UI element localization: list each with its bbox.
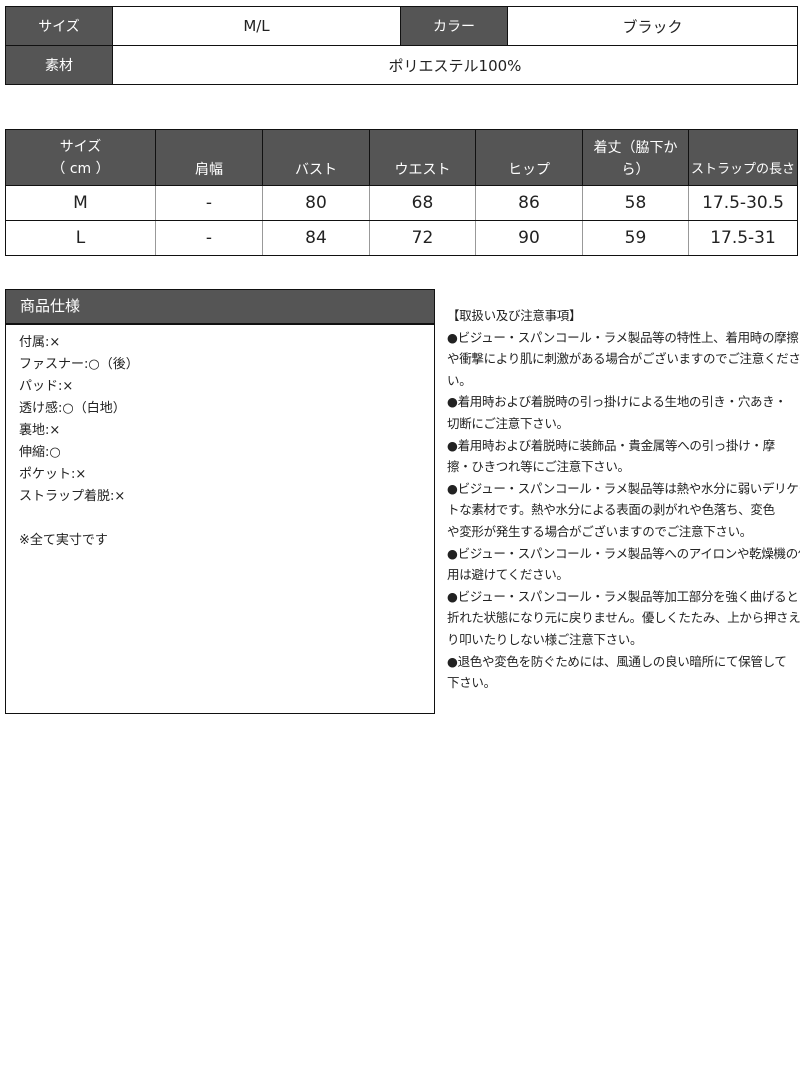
size-header: 着丈（脇下か ら） xyxy=(582,129,689,186)
size-cell: 17.5-30.5 xyxy=(688,185,798,221)
note-line: 折れた状態になり元に戻りません。優しくたたみ、上から押さえた xyxy=(447,610,800,626)
note-line: ●着用時および着脱時に装飾品・貴金属等への引っ掛け・摩 xyxy=(447,437,775,453)
material-value: ポリエステル100% xyxy=(112,45,798,85)
size-header: バスト xyxy=(262,129,370,186)
note-line: ●ビジュー・スパンコール・ラメ製品等は熱や水分に弱いデリケー xyxy=(447,480,800,496)
size-cell: 17.5-31 xyxy=(688,220,798,256)
note-line: 下さい。 xyxy=(447,675,496,691)
product-spec-box: 商品仕様 付属:× ファスナー:○（後） パッド:× 透け感:○（白地） 裏地:× 伸縮:… xyxy=(5,289,435,714)
size-cell: 59 xyxy=(582,220,689,256)
spec-item: ストラップ着脱:× xyxy=(19,489,126,504)
note-line: ●ビジュー・スパンコール・ラメ製品等へのアイロンや乾燥機の使 xyxy=(447,545,800,561)
note-line: 切断にご注意下さい。 xyxy=(447,415,569,431)
size-label: サイズ xyxy=(5,6,113,46)
size-header: ストラップの長さ xyxy=(688,129,798,186)
spec-title: 商品仕様 xyxy=(6,290,434,325)
spec-list: 付属:× ファスナー:○（後） パッド:× 透け感:○（白地） 裏地:× 伸縮:○ ポケット… xyxy=(6,325,434,552)
note-line: ●退色や変色を防ぐためには、風通しの良い暗所にて保管して xyxy=(447,653,787,669)
size-cell: 68 xyxy=(369,185,476,221)
note-line: 擦・ひきつれ等にご注意下さい。 xyxy=(447,459,630,475)
spec-item: 裏地:× xyxy=(19,423,61,438)
size-cell: 86 xyxy=(475,185,583,221)
size-cell: 90 xyxy=(475,220,583,256)
spec-item: パッド:× xyxy=(19,379,74,394)
size-header: ウエスト xyxy=(369,129,476,186)
size-header: 肩幅 xyxy=(155,129,263,186)
spec-item: 付属:× xyxy=(19,335,61,350)
note-line: い。 xyxy=(447,372,472,388)
size-row: M -80 68 86 58 17.5-30.5 xyxy=(5,185,798,221)
note-line: や変形が発生する場合がございますのでご注意下さい。 xyxy=(447,523,753,539)
color-value: ブラック xyxy=(507,6,798,46)
spec-item: ポケット:× xyxy=(19,467,87,482)
size-header: ヒップ xyxy=(475,129,583,186)
color-label: カラー xyxy=(400,6,508,46)
note-line: や衝撃により肌に刺激がある場合がございますのでご注意くださ xyxy=(447,351,800,367)
size-cell: M xyxy=(5,185,156,221)
size-cell: 58 xyxy=(582,185,689,221)
note-line: ●着用時および着脱時の引っ掛けによる生地の引き・穴あき・ xyxy=(447,394,787,410)
note-line: 用は避けてください。 xyxy=(447,567,569,583)
size-cell: 72 xyxy=(369,220,476,256)
note-line: り叩いたりしない様ご注意下さい。 xyxy=(447,631,643,647)
size-value: M/L xyxy=(112,6,401,46)
spec-item: ファスナー:○（後） xyxy=(19,357,139,372)
size-row: L -84 72 90 59 17.5-31 xyxy=(5,220,798,256)
material-label: 素材 xyxy=(5,45,113,85)
note-line: ●ビジュー・スパンコール・ラメ製品等加工部分を強く曲げると xyxy=(447,588,799,604)
basic-info-table: サイズ M/L カラー ブラック 素材 ポリエステル100% xyxy=(5,6,798,85)
spec-item: ※全て実寸です xyxy=(19,533,108,548)
spec-item: 透け感:○（白地） xyxy=(19,401,126,416)
size-cell: 84 xyxy=(262,220,370,256)
size-header: サイズ （ cm ） xyxy=(5,129,156,186)
size-cell: - xyxy=(155,220,263,256)
spec-item: 伸縮:○ xyxy=(19,445,61,460)
size-table: サイズ （ cm ）肩幅 バスト ウエスト ヒップ 着丈（脇下か ら） ストラップの長さ … xyxy=(5,129,798,256)
size-cell: - xyxy=(155,185,263,221)
size-cell: 80 xyxy=(262,185,370,221)
note-line: トな素材です。熱や水分による表面の剥がれや色落ち、変色 xyxy=(447,502,775,518)
spec-item xyxy=(19,508,434,530)
note-line: 【取扱い及び注意事項】 xyxy=(447,308,582,323)
size-cell: L xyxy=(5,220,156,256)
note-line: ●ビジュー・スパンコール・ラメ製品等の特性上、着用時の摩擦 xyxy=(447,329,799,345)
care-notes: 【取扱い及び注意事項】 ●ビジュー・スパンコール・ラメ製品等の特性上、着用時の摩擦… xyxy=(447,305,800,694)
